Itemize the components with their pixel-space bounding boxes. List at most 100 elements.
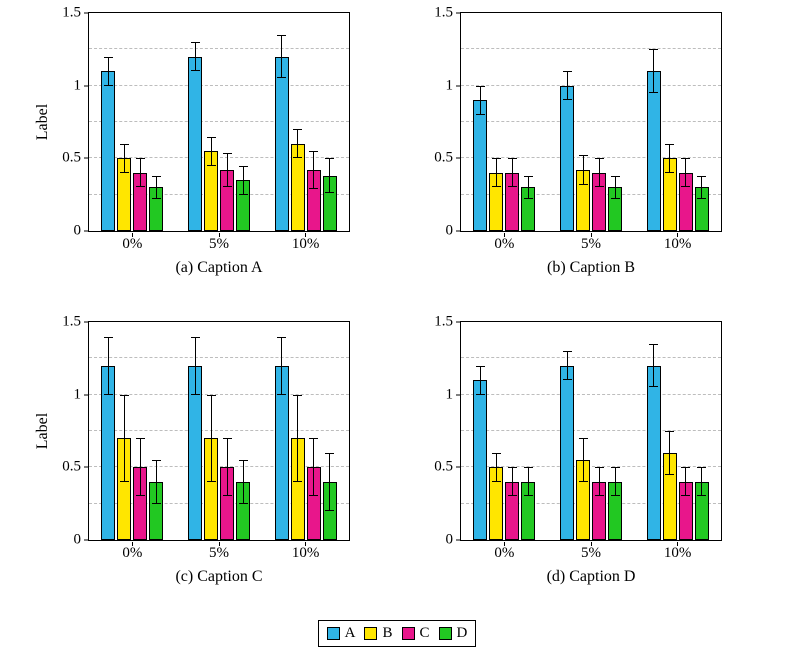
error-bar xyxy=(491,452,501,482)
error-bar xyxy=(610,175,620,200)
y-axis-label: Label xyxy=(34,103,52,141)
error-line xyxy=(527,175,529,200)
x-tick-label: 5% xyxy=(581,545,601,561)
y-tick-mark xyxy=(84,394,88,396)
error-cap xyxy=(135,186,145,188)
gridline xyxy=(461,357,721,359)
error-line xyxy=(511,158,513,188)
error-cap xyxy=(665,143,675,145)
error-line xyxy=(242,460,244,504)
error-line xyxy=(598,158,600,188)
bar-A xyxy=(646,365,661,540)
y-tick-label: 0.5 xyxy=(434,458,453,475)
legend-entry-A: A xyxy=(326,626,355,641)
error-cap xyxy=(151,198,161,200)
error-line xyxy=(669,431,671,475)
error-bar xyxy=(293,129,303,159)
error-line xyxy=(566,71,568,101)
error-line xyxy=(210,136,212,166)
error-bar xyxy=(151,460,161,504)
x-tick-mark xyxy=(590,542,592,546)
error-line xyxy=(281,34,283,79)
error-bar xyxy=(491,158,501,188)
gridline xyxy=(89,121,349,122)
error-bar xyxy=(238,460,248,504)
y-tick-label: 1.5 xyxy=(62,313,81,330)
error-cap xyxy=(222,152,232,154)
legend-label: B xyxy=(382,625,393,641)
error-line xyxy=(598,467,600,497)
error-line xyxy=(139,438,141,497)
legend-box: A B C D xyxy=(317,620,477,647)
error-line xyxy=(226,438,228,497)
error-line xyxy=(653,49,655,93)
x-tick-label: 0% xyxy=(122,545,143,561)
error-line xyxy=(495,452,497,482)
error-bar xyxy=(594,467,604,497)
gridline xyxy=(461,121,721,122)
error-bar xyxy=(697,175,707,200)
error-cap xyxy=(206,394,216,396)
error-bar xyxy=(206,136,216,166)
y-tick-mark xyxy=(456,321,460,323)
error-bar xyxy=(119,143,129,173)
error-line xyxy=(511,467,513,497)
gridline xyxy=(89,430,349,431)
error-cap xyxy=(649,91,659,93)
x-tick-mark xyxy=(503,542,505,546)
error-cap xyxy=(293,157,303,159)
error-bar xyxy=(190,336,200,395)
error-line xyxy=(107,56,109,86)
error-cap xyxy=(309,495,319,497)
x-tick-mark xyxy=(131,542,133,546)
error-cap xyxy=(697,467,707,469)
error-cap xyxy=(475,113,485,115)
error-cap xyxy=(238,165,248,167)
error-cap xyxy=(222,186,232,188)
error-line xyxy=(123,394,125,482)
plot-area-b: 0 0.5 1 1.5 0% 5% 10% xyxy=(434,5,722,252)
y-tick-mark xyxy=(456,85,460,87)
error-cap xyxy=(325,192,335,194)
error-cap xyxy=(594,495,604,497)
chart-block-c: Label 0 0.5 1 1.5 0% 5% 10% (c) Caption C xyxy=(34,314,350,586)
chart-block-d: 0 0.5 1 1.5 0% 5% 10% (d) Caption D xyxy=(434,314,722,586)
y-tick-label: 0 xyxy=(73,222,82,239)
error-cap xyxy=(277,393,287,395)
error-cap xyxy=(578,480,588,482)
gridline xyxy=(461,466,721,468)
error-line xyxy=(226,152,228,188)
error-bar xyxy=(475,365,485,395)
chart-caption-d: (d) Caption D xyxy=(546,568,636,585)
error-line xyxy=(313,438,315,497)
error-bar xyxy=(135,158,145,188)
error-line xyxy=(107,336,109,395)
error-cap xyxy=(578,155,588,157)
error-cap xyxy=(475,365,485,367)
error-bar xyxy=(681,158,691,188)
x-tick-mark xyxy=(131,233,133,237)
legend-swatch-C xyxy=(401,627,415,640)
error-bar xyxy=(578,155,588,185)
error-bar xyxy=(151,175,161,200)
error-cap xyxy=(507,467,517,469)
error-cap xyxy=(523,467,533,469)
chart-caption-c: (c) Caption C xyxy=(175,568,263,585)
chart-block-b: 0 0.5 1 1.5 0% 5% 10% (b) Caption B xyxy=(434,5,722,277)
plot-area-c: Label 0 0.5 1 1.5 0% 5% 10% xyxy=(34,314,350,561)
error-cap xyxy=(475,85,485,87)
y-tick-label: 1.5 xyxy=(62,4,81,21)
error-line xyxy=(701,175,703,200)
y-tick-mark xyxy=(84,321,88,323)
error-cap xyxy=(119,394,129,396)
error-bar xyxy=(475,85,485,115)
error-cap xyxy=(697,198,707,200)
error-cap xyxy=(135,158,145,160)
error-line xyxy=(297,129,299,159)
chart-caption-a: (a) Caption A xyxy=(175,259,263,276)
error-cap xyxy=(119,480,129,482)
error-line xyxy=(669,143,671,173)
error-bar xyxy=(135,438,145,497)
error-bar xyxy=(309,151,319,189)
error-cap xyxy=(562,99,572,101)
